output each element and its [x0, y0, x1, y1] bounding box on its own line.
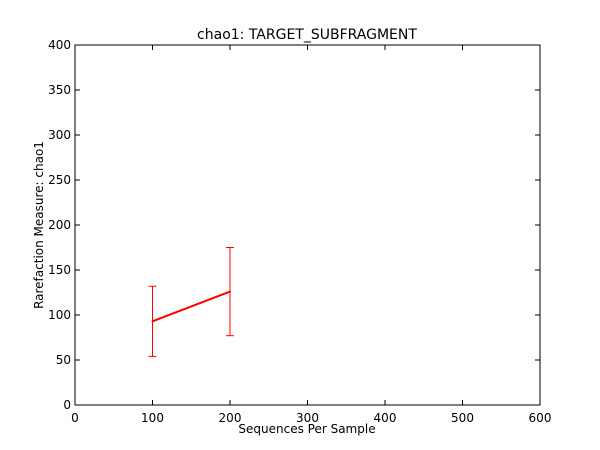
y-tick-label: 100	[48, 308, 71, 322]
plot-frame	[74, 44, 541, 406]
y-tick-label: 0	[63, 398, 71, 412]
x-tick-label: 400	[374, 411, 397, 425]
data-point	[229, 290, 231, 293]
series-layer	[148, 247, 234, 357]
plot-area: 0 100 200 300 400 500 600 0 50 100 150 200 250 300 35…	[48, 38, 551, 425]
y-tick-label: 200	[48, 218, 71, 232]
x-tick-label: 600	[529, 411, 552, 425]
y-tick-label: 400	[48, 38, 71, 52]
series-line	[152, 290, 231, 323]
y-axis-ticks: 0 50 100 150 200 250 300 350 400	[48, 38, 540, 412]
x-axis-label: Sequences Per Sample	[238, 422, 375, 436]
x-tick-label: 200	[219, 411, 242, 425]
x-tick-label: 100	[141, 411, 164, 425]
y-tick-label: 150	[48, 263, 71, 277]
y-tick-label: 300	[48, 128, 71, 142]
x-axis-ticks: 0 100 200 300 400 500 600	[71, 45, 551, 425]
x-tick-label: 0	[71, 411, 79, 425]
y-axis-label: Rarefaction Measure: chao1	[32, 141, 46, 309]
y-tick-label: 350	[48, 83, 71, 97]
chart-title: chao1: TARGET_SUBFRAGMENT	[197, 27, 417, 43]
x-tick-label: 500	[451, 411, 474, 425]
data-point	[151, 320, 154, 323]
x-tick-label: 300	[296, 411, 319, 425]
y-tick-label: 250	[48, 173, 71, 187]
y-tick-label: 50	[56, 353, 71, 367]
